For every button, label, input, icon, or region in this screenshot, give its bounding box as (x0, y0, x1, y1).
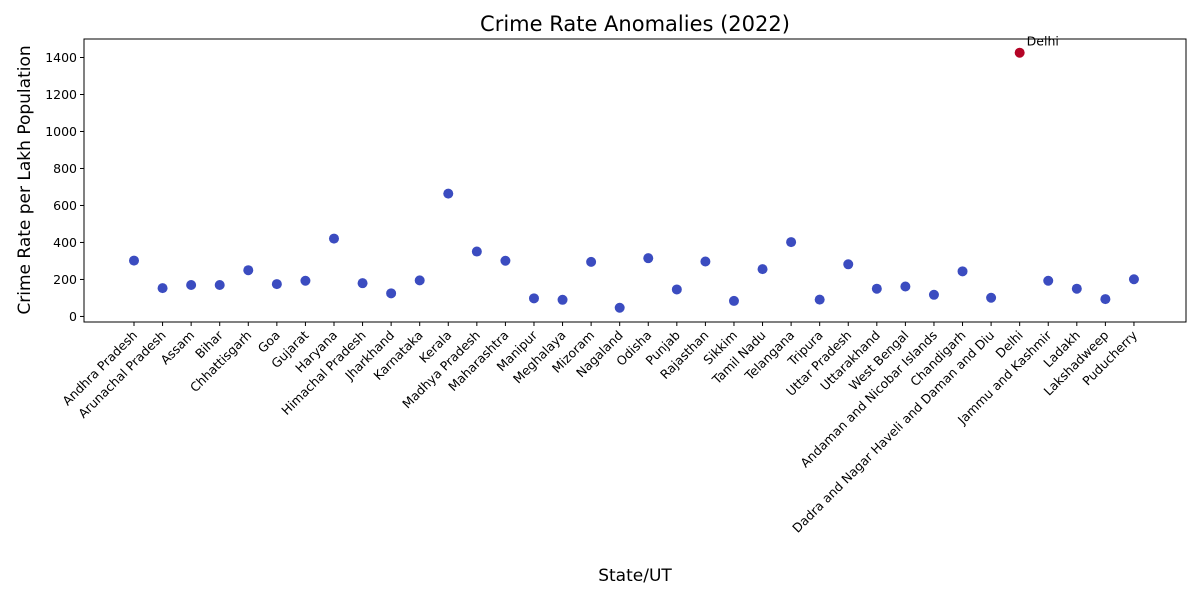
y-tick-label: 1400 (45, 50, 77, 65)
plot-area: Delhi (129, 34, 1139, 313)
data-point (900, 281, 911, 292)
data-point (214, 280, 225, 291)
data-point (414, 275, 425, 286)
data-point (357, 278, 368, 289)
data-point (243, 265, 254, 276)
data-point (957, 266, 968, 277)
data-point (328, 233, 339, 244)
data-point (586, 256, 597, 267)
data-point (1128, 274, 1139, 285)
y-tick-label: 800 (53, 161, 77, 176)
data-point (757, 264, 768, 275)
y-tick-label: 600 (53, 198, 77, 213)
data-point (614, 302, 625, 313)
data-point (557, 294, 568, 305)
chart-title: Crime Rate Anomalies (2022) (480, 12, 790, 36)
data-point (157, 283, 168, 294)
y-axis-title: Crime Rate per Lakh Population (15, 45, 35, 314)
data-point (643, 253, 654, 264)
y-tick-label: 200 (53, 272, 77, 287)
anomaly-annotation: Delhi (1027, 34, 1059, 49)
data-point (728, 295, 739, 306)
y-tick-label: 1200 (45, 87, 77, 102)
data-point (700, 256, 711, 267)
data-point (671, 284, 682, 295)
data-point (443, 188, 454, 199)
x-axis-title: State/UT (598, 566, 672, 586)
y-tick-label: 0 (69, 309, 77, 324)
y-tick-label: 1000 (45, 124, 77, 139)
data-point (500, 255, 511, 266)
data-point (300, 275, 311, 286)
plot-frame (83, 38, 1187, 323)
data-point (843, 259, 854, 270)
y-axis: 0 200 400 600 800 1000 1200 1400 (45, 50, 84, 324)
data-point (129, 255, 139, 266)
data-point (271, 279, 282, 290)
data-point (1043, 275, 1054, 286)
data-point (186, 280, 197, 291)
y-tick-label: 400 (53, 235, 77, 250)
data-point (786, 237, 797, 248)
anomaly-point (1014, 47, 1025, 58)
data-point (471, 246, 482, 257)
data-point (386, 288, 397, 299)
data-point (1100, 294, 1111, 305)
data-point (528, 293, 539, 304)
data-point (928, 289, 939, 300)
data-point (871, 283, 882, 294)
data-point (986, 292, 997, 303)
data-point (814, 294, 825, 305)
data-point (1071, 283, 1082, 294)
